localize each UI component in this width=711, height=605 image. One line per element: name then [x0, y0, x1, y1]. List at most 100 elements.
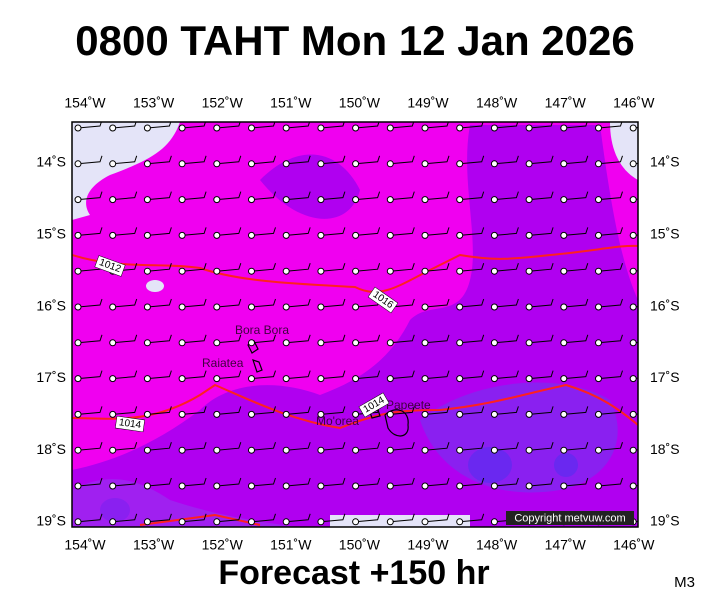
barb-station [317, 124, 325, 132]
wind-barb [352, 155, 381, 168]
wind-barb [421, 298, 450, 311]
wind-barb [178, 122, 206, 132]
barb-station [352, 196, 360, 204]
barb-station [386, 124, 394, 132]
barb-station [490, 160, 498, 168]
barb-station [248, 267, 255, 275]
wind-barb [282, 477, 311, 490]
barb-station [456, 446, 464, 454]
barb-station [456, 267, 464, 275]
barb-station [74, 482, 82, 490]
wind-barb [143, 191, 172, 204]
wind-barb [178, 334, 207, 347]
wind-barb [560, 122, 588, 132]
wind-barb [456, 298, 485, 311]
wind-barb [213, 227, 242, 239]
barb-station [560, 124, 568, 132]
lon-label: 154˚W [64, 95, 106, 111]
barb-shaft [286, 477, 311, 487]
isobar-label-box [94, 255, 126, 277]
wind-barb [490, 191, 519, 204]
barb-shaft [182, 442, 207, 451]
barb-station [317, 518, 325, 526]
wind-barb [525, 334, 554, 347]
barb-shaft [563, 442, 589, 451]
lat-label: 16˚S [36, 297, 66, 313]
wind-barb [213, 334, 242, 347]
barb-station [421, 196, 429, 204]
wind-barb [595, 263, 623, 275]
barb-shaft [320, 370, 346, 380]
wind-barb [595, 227, 623, 239]
wind-barb [456, 513, 485, 526]
wind-barb [109, 442, 138, 454]
lat-label: 16˚S [650, 297, 680, 313]
barb-station [109, 482, 117, 490]
wind-barb [74, 227, 103, 239]
barb-shaft [424, 298, 450, 308]
isobar-label-text: 1014 [118, 417, 142, 431]
barb-shaft [494, 122, 519, 129]
wind-barb [490, 298, 519, 311]
barb-shaft [355, 513, 381, 523]
barb-station [282, 196, 290, 204]
barb-shaft [563, 191, 589, 201]
wind-barb [595, 442, 623, 454]
barb-shaft [251, 370, 276, 380]
barb-station [178, 267, 186, 275]
wind-barb [213, 513, 242, 526]
barb-station [317, 160, 325, 168]
barb-station [282, 446, 290, 454]
lat-label: 17˚S [36, 369, 66, 385]
barb-station [178, 231, 186, 239]
barb-shaft [390, 191, 415, 201]
barb-station [386, 375, 394, 383]
wind-barb [248, 227, 276, 239]
wind-barb [456, 191, 485, 204]
barb-station [525, 339, 533, 347]
barb-shaft [320, 155, 346, 165]
barb-station [248, 482, 255, 490]
wind-barb [629, 482, 638, 490]
barb-station [629, 482, 637, 490]
wind-barb [525, 155, 554, 168]
barb-shaft [529, 263, 554, 272]
wind-barb [386, 155, 415, 168]
barb-shaft [77, 122, 102, 129]
wind-barb [352, 442, 381, 454]
barb-shaft [529, 155, 554, 165]
wind-barb [248, 370, 276, 383]
barb-station [143, 375, 151, 383]
wind-barb [490, 155, 519, 168]
barb-station [282, 410, 290, 418]
wind-barb [490, 370, 519, 383]
barb-station [178, 410, 186, 418]
barb-shaft [424, 442, 450, 451]
wind-barb [282, 191, 311, 204]
barb-station [525, 410, 533, 418]
barb-station [248, 410, 255, 418]
wind-barb [74, 155, 103, 168]
barb-shaft [494, 442, 519, 451]
wind-barb [143, 334, 172, 347]
barb-station [490, 267, 498, 275]
wind-barb [282, 227, 311, 239]
barb-station [629, 446, 637, 454]
barb-shaft [563, 370, 589, 380]
barb-station [248, 375, 255, 383]
barb-shaft [390, 227, 415, 236]
barb-station [109, 446, 117, 454]
barb-station [560, 410, 568, 418]
wind-barb [456, 370, 485, 383]
barb-shaft [459, 298, 485, 308]
barb-station [74, 196, 82, 204]
barb-station [143, 160, 151, 168]
wind-barb [421, 513, 450, 526]
wind-barb [595, 406, 623, 418]
barb-shaft [355, 191, 381, 201]
barb-station [595, 446, 602, 454]
barb-shaft [216, 406, 242, 415]
wind-barb [109, 370, 138, 383]
wind-barb [629, 446, 638, 454]
place-label: Bora Bora [235, 323, 289, 337]
